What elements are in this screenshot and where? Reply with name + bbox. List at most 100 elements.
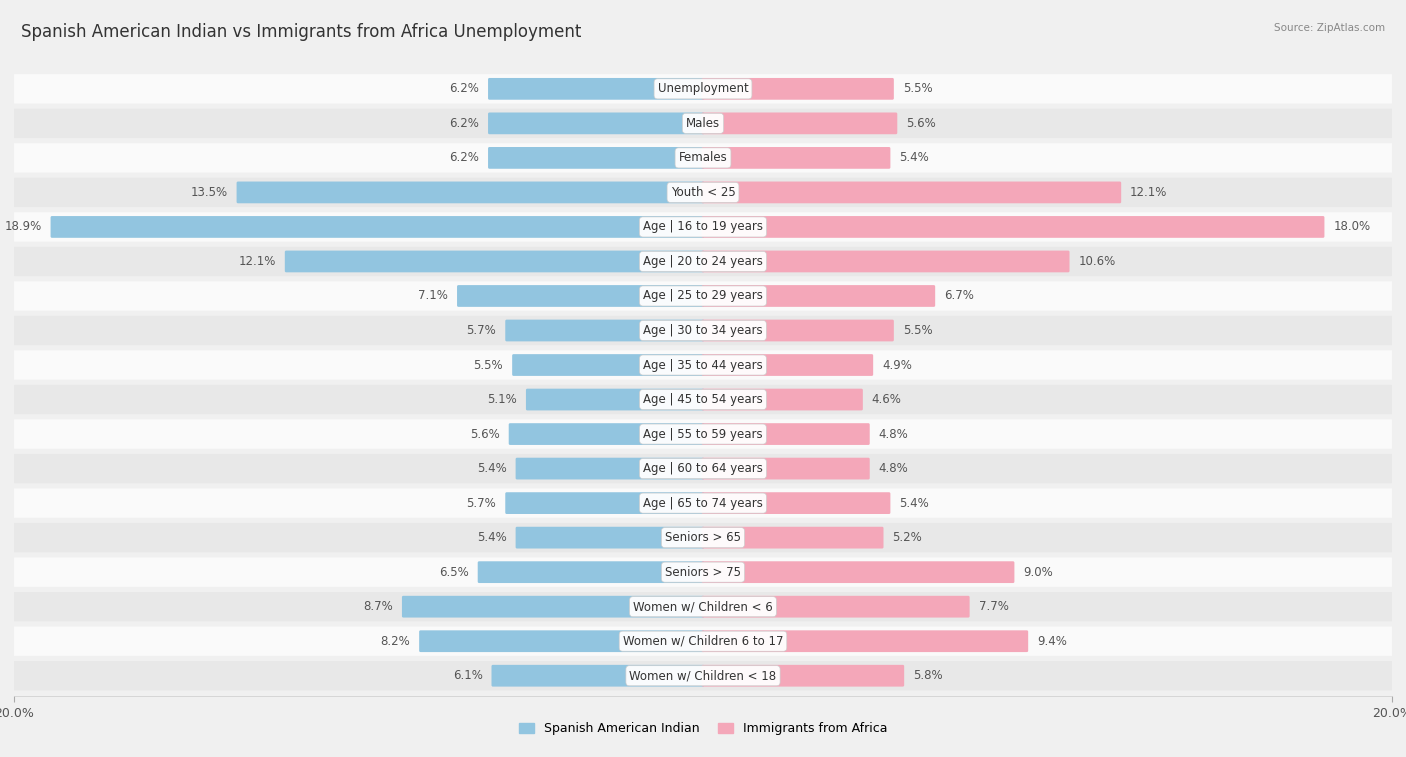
Text: Seniors > 75: Seniors > 75 (665, 565, 741, 578)
Text: 6.1%: 6.1% (453, 669, 482, 682)
FancyBboxPatch shape (509, 423, 704, 445)
FancyBboxPatch shape (14, 74, 1392, 104)
FancyBboxPatch shape (14, 523, 1392, 553)
FancyBboxPatch shape (526, 388, 704, 410)
FancyBboxPatch shape (702, 492, 890, 514)
FancyBboxPatch shape (14, 178, 1392, 207)
FancyBboxPatch shape (488, 147, 704, 169)
Text: 5.5%: 5.5% (474, 359, 503, 372)
FancyBboxPatch shape (478, 561, 704, 583)
Text: 5.7%: 5.7% (467, 497, 496, 509)
FancyBboxPatch shape (14, 557, 1392, 587)
FancyBboxPatch shape (516, 458, 704, 479)
FancyBboxPatch shape (14, 350, 1392, 380)
Text: 6.7%: 6.7% (945, 289, 974, 303)
FancyBboxPatch shape (505, 319, 704, 341)
FancyBboxPatch shape (14, 488, 1392, 518)
FancyBboxPatch shape (488, 78, 704, 100)
FancyBboxPatch shape (285, 251, 704, 273)
Text: 5.5%: 5.5% (903, 83, 932, 95)
Text: 6.2%: 6.2% (450, 83, 479, 95)
Legend: Spanish American Indian, Immigrants from Africa: Spanish American Indian, Immigrants from… (513, 718, 893, 740)
Text: 18.9%: 18.9% (4, 220, 42, 233)
Text: Age | 65 to 74 years: Age | 65 to 74 years (643, 497, 763, 509)
FancyBboxPatch shape (419, 631, 704, 652)
FancyBboxPatch shape (14, 109, 1392, 138)
FancyBboxPatch shape (14, 385, 1392, 414)
Text: 5.2%: 5.2% (893, 531, 922, 544)
Text: 5.6%: 5.6% (907, 117, 936, 130)
FancyBboxPatch shape (702, 458, 870, 479)
FancyBboxPatch shape (14, 212, 1392, 241)
FancyBboxPatch shape (402, 596, 704, 618)
FancyBboxPatch shape (14, 661, 1392, 690)
Text: 7.1%: 7.1% (418, 289, 449, 303)
Text: Women w/ Children 6 to 17: Women w/ Children 6 to 17 (623, 634, 783, 648)
Text: Age | 25 to 29 years: Age | 25 to 29 years (643, 289, 763, 303)
Text: Males: Males (686, 117, 720, 130)
Text: Seniors > 65: Seniors > 65 (665, 531, 741, 544)
Text: 9.0%: 9.0% (1024, 565, 1053, 578)
FancyBboxPatch shape (702, 182, 1121, 204)
Text: 5.4%: 5.4% (477, 531, 506, 544)
FancyBboxPatch shape (702, 596, 970, 618)
Text: 9.4%: 9.4% (1038, 634, 1067, 648)
Text: Age | 30 to 34 years: Age | 30 to 34 years (643, 324, 763, 337)
FancyBboxPatch shape (702, 147, 890, 169)
Text: Women w/ Children < 18: Women w/ Children < 18 (630, 669, 776, 682)
FancyBboxPatch shape (51, 216, 704, 238)
FancyBboxPatch shape (14, 627, 1392, 656)
Text: 4.8%: 4.8% (879, 462, 908, 475)
Text: Age | 45 to 54 years: Age | 45 to 54 years (643, 393, 763, 406)
Text: Age | 35 to 44 years: Age | 35 to 44 years (643, 359, 763, 372)
Text: 10.6%: 10.6% (1078, 255, 1116, 268)
Text: 5.4%: 5.4% (900, 151, 929, 164)
Text: 12.1%: 12.1% (239, 255, 276, 268)
Text: 5.6%: 5.6% (470, 428, 499, 441)
Text: Age | 55 to 59 years: Age | 55 to 59 years (643, 428, 763, 441)
Text: 13.5%: 13.5% (190, 186, 228, 199)
FancyBboxPatch shape (702, 354, 873, 376)
Text: 5.7%: 5.7% (467, 324, 496, 337)
Text: 5.4%: 5.4% (477, 462, 506, 475)
FancyBboxPatch shape (702, 388, 863, 410)
Text: 7.7%: 7.7% (979, 600, 1008, 613)
FancyBboxPatch shape (236, 182, 704, 204)
Text: Women w/ Children < 6: Women w/ Children < 6 (633, 600, 773, 613)
FancyBboxPatch shape (488, 113, 704, 134)
FancyBboxPatch shape (457, 285, 704, 307)
Text: 6.2%: 6.2% (450, 151, 479, 164)
FancyBboxPatch shape (14, 282, 1392, 310)
Text: 4.9%: 4.9% (882, 359, 912, 372)
FancyBboxPatch shape (14, 592, 1392, 621)
FancyBboxPatch shape (505, 492, 704, 514)
FancyBboxPatch shape (702, 78, 894, 100)
Text: 5.8%: 5.8% (912, 669, 943, 682)
Text: 6.5%: 6.5% (439, 565, 468, 578)
FancyBboxPatch shape (14, 316, 1392, 345)
FancyBboxPatch shape (14, 419, 1392, 449)
FancyBboxPatch shape (14, 143, 1392, 173)
FancyBboxPatch shape (702, 665, 904, 687)
Text: 12.1%: 12.1% (1130, 186, 1167, 199)
Text: Youth < 25: Youth < 25 (671, 186, 735, 199)
FancyBboxPatch shape (702, 561, 1014, 583)
FancyBboxPatch shape (516, 527, 704, 549)
Text: 4.8%: 4.8% (879, 428, 908, 441)
FancyBboxPatch shape (14, 454, 1392, 483)
FancyBboxPatch shape (14, 247, 1392, 276)
FancyBboxPatch shape (702, 527, 883, 549)
FancyBboxPatch shape (702, 423, 870, 445)
FancyBboxPatch shape (702, 216, 1324, 238)
FancyBboxPatch shape (702, 285, 935, 307)
FancyBboxPatch shape (702, 631, 1028, 652)
Text: 18.0%: 18.0% (1333, 220, 1371, 233)
Text: 5.5%: 5.5% (903, 324, 932, 337)
Text: Source: ZipAtlas.com: Source: ZipAtlas.com (1274, 23, 1385, 33)
Text: 6.2%: 6.2% (450, 117, 479, 130)
Text: Females: Females (679, 151, 727, 164)
FancyBboxPatch shape (512, 354, 704, 376)
FancyBboxPatch shape (702, 113, 897, 134)
Text: Age | 20 to 24 years: Age | 20 to 24 years (643, 255, 763, 268)
Text: 5.4%: 5.4% (900, 497, 929, 509)
